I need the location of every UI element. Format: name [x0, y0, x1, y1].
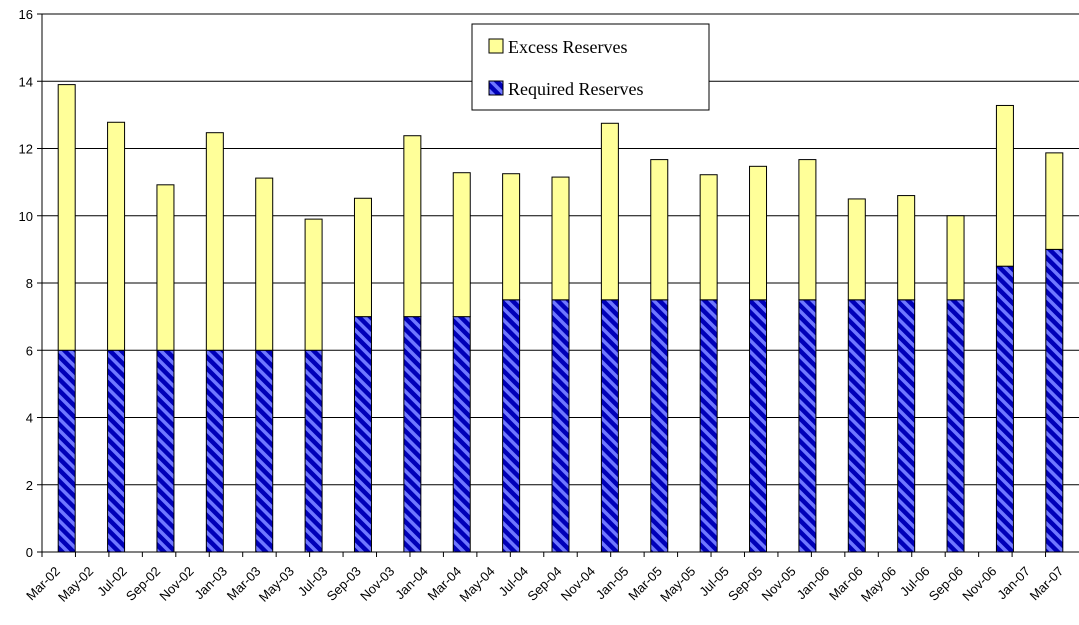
bar-required-reserves — [600, 299, 619, 553]
y-tick-label: 16 — [19, 7, 33, 22]
x-tick-label: Sep-04 — [524, 564, 564, 604]
bar-required-reserves — [650, 299, 669, 553]
x-tick-label: Nov-04 — [558, 564, 598, 604]
x-tick-label: Sep-06 — [926, 564, 966, 604]
bar-excess-reserves — [699, 174, 718, 301]
bar-excess-reserves — [600, 122, 619, 301]
legend: Excess Reserves Required Reserves — [471, 23, 710, 111]
x-tick-label: Nov-06 — [959, 564, 999, 604]
bar-required-reserves — [995, 265, 1014, 553]
bar-required-reserves — [403, 316, 422, 553]
y-tick-label: 8 — [26, 276, 33, 291]
bar-required-reserves — [798, 299, 817, 553]
x-tick-label: May-03 — [256, 564, 297, 605]
y-tick-label: 6 — [26, 343, 33, 358]
bar-excess-reserves — [946, 215, 965, 301]
x-tick-label: Jan-03 — [191, 564, 230, 603]
bar-excess-reserves — [205, 132, 224, 351]
bar-required-reserves — [353, 316, 372, 553]
bar-required-reserves — [107, 349, 126, 553]
x-tick-label: Sep-05 — [725, 564, 765, 604]
x-tick-label: Jan-07 — [994, 564, 1033, 603]
legend-label-excess: Excess Reserves — [508, 37, 627, 57]
bar-required-reserves — [205, 349, 224, 553]
x-tick-label: May-06 — [858, 564, 899, 605]
legend-box — [471, 23, 710, 111]
x-tick-label: Nov-03 — [357, 564, 397, 604]
x-tick-label: Mar-07 — [1027, 564, 1067, 604]
bar-required-reserves — [57, 349, 76, 553]
axes — [37, 13, 1079, 557]
bar-required-reserves — [1045, 248, 1064, 553]
bar-excess-reserves — [304, 218, 323, 351]
bar-required-reserves — [699, 299, 718, 553]
bar-required-reserves — [749, 299, 768, 553]
bar-excess-reserves — [749, 165, 768, 301]
bar-excess-reserves — [255, 177, 274, 351]
bar-excess-reserves — [1045, 152, 1064, 250]
legend-swatch-required — [488, 80, 504, 96]
legend-label-required: Required Reserves — [508, 79, 643, 99]
x-tick-label: Jan-04 — [392, 564, 431, 603]
x-tick-label: May-02 — [55, 564, 96, 605]
x-tick-label: Sep-03 — [324, 564, 364, 604]
y-tick-label: 14 — [19, 74, 33, 89]
x-tick-label: Nov-05 — [759, 564, 799, 604]
bar-required-reserves — [502, 299, 521, 553]
bar-required-reserves — [452, 316, 471, 553]
bar-excess-reserves — [798, 159, 817, 301]
x-tick-labels: Mar-02May-02Jul-02Sep-02Nov-02Jan-03Mar-… — [23, 564, 1066, 605]
bar-excess-reserves — [353, 197, 372, 318]
bar-excess-reserves — [403, 135, 422, 318]
bar-required-reserves — [551, 299, 570, 553]
bar-excess-reserves — [57, 84, 76, 351]
x-tick-label: May-05 — [657, 564, 698, 605]
bar-excess-reserves — [452, 172, 471, 318]
bar-excess-reserves — [107, 121, 126, 351]
x-tick-label: Nov-02 — [156, 564, 196, 604]
bar-required-reserves — [255, 349, 274, 553]
bar-required-reserves — [304, 349, 323, 553]
y-tick-label: 2 — [26, 478, 33, 493]
bars — [57, 84, 1064, 553]
bar-required-reserves — [847, 299, 866, 553]
bar-required-reserves — [946, 299, 965, 553]
bar-excess-reserves — [847, 198, 866, 301]
y-tick-label: 0 — [26, 545, 33, 560]
x-tick-label: Jan-06 — [794, 564, 833, 603]
x-tick-label: Jan-05 — [593, 564, 632, 603]
y-tick-labels: 0 2 4 6 8 10 12 14 16 — [19, 7, 33, 560]
legend-swatch-excess — [488, 38, 504, 54]
bar-excess-reserves — [156, 184, 175, 351]
bar-excess-reserves — [502, 173, 521, 301]
y-tick-label: 10 — [19, 209, 33, 224]
bar-required-reserves — [156, 349, 175, 553]
x-tick-label: Sep-02 — [123, 564, 163, 604]
bar-excess-reserves — [650, 159, 669, 301]
bar-excess-reserves — [551, 176, 570, 301]
bar-excess-reserves — [897, 195, 916, 301]
x-tick-label: May-04 — [456, 564, 497, 605]
bar-required-reserves — [897, 299, 916, 553]
y-tick-label: 12 — [19, 142, 33, 157]
bar-excess-reserves — [995, 104, 1014, 267]
y-tick-label: 4 — [26, 411, 33, 426]
